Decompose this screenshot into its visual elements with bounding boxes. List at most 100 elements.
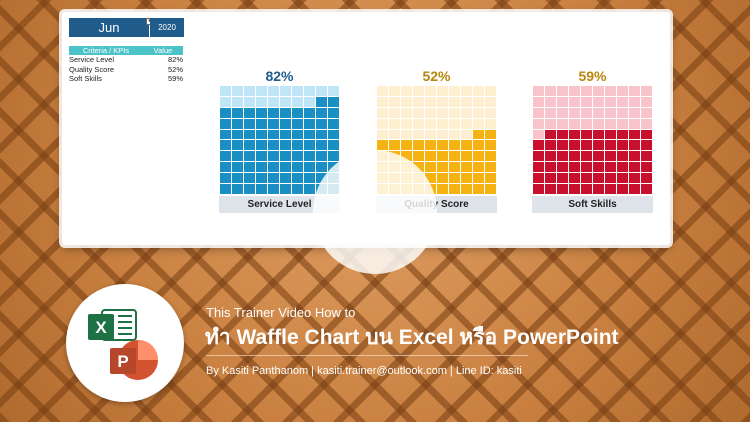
waffle-cell — [425, 151, 436, 162]
waffle-cell — [461, 184, 472, 194]
waffle-cell — [220, 107, 231, 118]
kpi-name: Service Level — [69, 55, 115, 64]
waffle-cell — [545, 86, 556, 96]
waffle-cell — [280, 96, 291, 107]
waffle-cell — [545, 96, 556, 107]
waffle-cell — [449, 151, 460, 162]
waffle-cell — [593, 118, 604, 129]
waffle-cell — [425, 173, 436, 184]
waffle-cell — [557, 184, 568, 194]
waffle-cell — [232, 184, 243, 194]
waffle-cell — [401, 151, 412, 162]
waffle-cell — [557, 86, 568, 96]
waffle-cell — [413, 118, 424, 129]
waffle-cell — [593, 162, 604, 173]
waffle-cell — [425, 86, 436, 96]
waffle-grid — [532, 85, 653, 195]
waffle-cell — [605, 151, 616, 162]
waffle-cell — [268, 86, 279, 96]
waffle-cell — [316, 151, 327, 162]
waffle-cell — [328, 96, 339, 107]
waffle-cell — [256, 86, 267, 96]
waffle-cell — [449, 140, 460, 151]
waffle-cell — [328, 107, 339, 118]
waffle-cell — [617, 129, 628, 140]
waffle-cell — [220, 151, 231, 162]
waffle-cell — [256, 162, 267, 173]
waffle-cell — [232, 173, 243, 184]
waffle-cell — [413, 129, 424, 140]
waffle-cell — [593, 96, 604, 107]
waffle-cell — [377, 140, 388, 151]
waffle-cell — [256, 184, 267, 194]
waffle-cell — [316, 162, 327, 173]
waffle-cell — [629, 162, 640, 173]
waffle-cell — [533, 173, 544, 184]
waffle-cell — [461, 151, 472, 162]
waffle-cell — [244, 151, 255, 162]
waffle-cell — [581, 107, 592, 118]
waffle-cell — [389, 140, 400, 151]
waffle-cell — [280, 184, 291, 194]
waffle-cell — [256, 118, 267, 129]
waffle-cell — [244, 96, 255, 107]
waffle-cell — [617, 86, 628, 96]
waffle-cell — [593, 173, 604, 184]
waffle-grid — [219, 85, 340, 195]
waffle-cell — [425, 162, 436, 173]
waffle-cell — [232, 118, 243, 129]
waffle-cell — [581, 129, 592, 140]
waffle-cell — [557, 129, 568, 140]
month-selector[interactable]: Jun — [69, 18, 149, 37]
waffle-cell — [617, 107, 628, 118]
waffle-cell — [605, 162, 616, 173]
waffle-cell — [304, 107, 315, 118]
waffle-cell — [473, 162, 484, 173]
year-cell[interactable]: 2020 — [150, 18, 184, 37]
waffle-cell — [377, 86, 388, 96]
waffle-cell — [328, 118, 339, 129]
waffle-cell — [280, 86, 291, 96]
waffle-cell — [629, 173, 640, 184]
waffle-cell — [389, 118, 400, 129]
waffle-cell — [545, 140, 556, 151]
waffle-percent: 59% — [578, 68, 607, 84]
waffle-cell — [473, 107, 484, 118]
waffle-cell — [304, 173, 315, 184]
waffle-cell — [244, 173, 255, 184]
waffle-percent: 82% — [265, 68, 294, 84]
waffle-cell — [629, 86, 640, 96]
waffle-cell — [280, 173, 291, 184]
waffle-cell — [437, 129, 448, 140]
waffle-cell — [593, 140, 604, 151]
waffle-cell — [389, 96, 400, 107]
waffle-cell — [292, 151, 303, 162]
waffle-cell — [461, 140, 472, 151]
table-row: Quality Score 52% — [69, 65, 183, 75]
waffle-cell — [232, 107, 243, 118]
waffle-cell — [569, 184, 580, 194]
waffle-cell — [292, 118, 303, 129]
waffle-cell — [220, 184, 231, 194]
waffle-cell — [569, 140, 580, 151]
waffle-cell — [244, 140, 255, 151]
waffle-cell — [413, 140, 424, 151]
waffle-cell — [401, 96, 412, 107]
waffle-cell — [256, 173, 267, 184]
spreadsheet-panel: Jun ▾ 2020 Criteria / KPIs Value Service… — [62, 12, 670, 245]
waffle-cell — [220, 86, 231, 96]
app-logo-badge: X P — [66, 284, 184, 402]
waffle-cell — [461, 162, 472, 173]
waffle-cell — [557, 107, 568, 118]
waffle-cell — [581, 173, 592, 184]
waffle-cell — [581, 151, 592, 162]
banner-title: ทำ Waffle Chart บน Excel หรือ PowerPoint — [205, 326, 619, 349]
waffle-cell — [220, 140, 231, 151]
waffle-cell — [533, 184, 544, 194]
table-row: Soft Skills 59% — [69, 74, 183, 84]
waffle-cell — [220, 118, 231, 129]
waffle-cell — [401, 86, 412, 96]
waffle-cell — [629, 184, 640, 194]
waffle-cell — [581, 140, 592, 151]
waffle-cell — [268, 151, 279, 162]
